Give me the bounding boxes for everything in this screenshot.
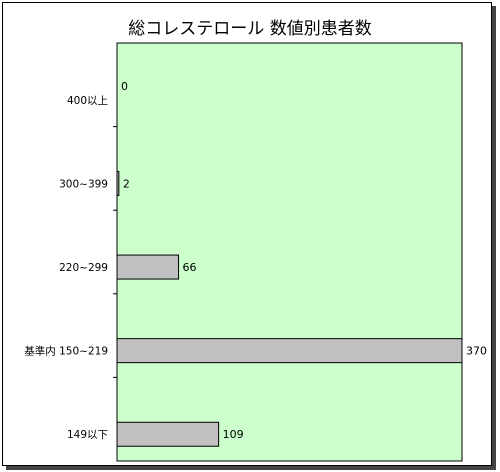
category-label: 220~299 [59, 262, 108, 274]
value-label: 66 [183, 261, 197, 274]
category-labels: 400以上 300~399 220~299 基準内 150~219 149以下 [24, 95, 108, 441]
value-labels: 0 2 66 370 109 [121, 80, 487, 441]
bar [116, 421, 220, 447]
category-label: 400以上 [67, 95, 108, 107]
category-label: 149以下 [67, 429, 108, 441]
chart-title: 総コレステロール 数値別患者数 [128, 19, 372, 39]
category-label: 300~399 [59, 178, 108, 190]
category-label: 基準内 150~219 [24, 345, 108, 358]
value-label: 370 [466, 345, 487, 358]
value-label: 0 [121, 80, 128, 93]
plot-area [116, 42, 463, 462]
bars [116, 170, 463, 447]
category-axis-ticks [113, 126, 117, 378]
bar [116, 170, 120, 196]
bar [116, 254, 180, 280]
bar [116, 338, 463, 364]
value-label: 109 [223, 428, 244, 441]
value-label: 2 [123, 177, 130, 190]
